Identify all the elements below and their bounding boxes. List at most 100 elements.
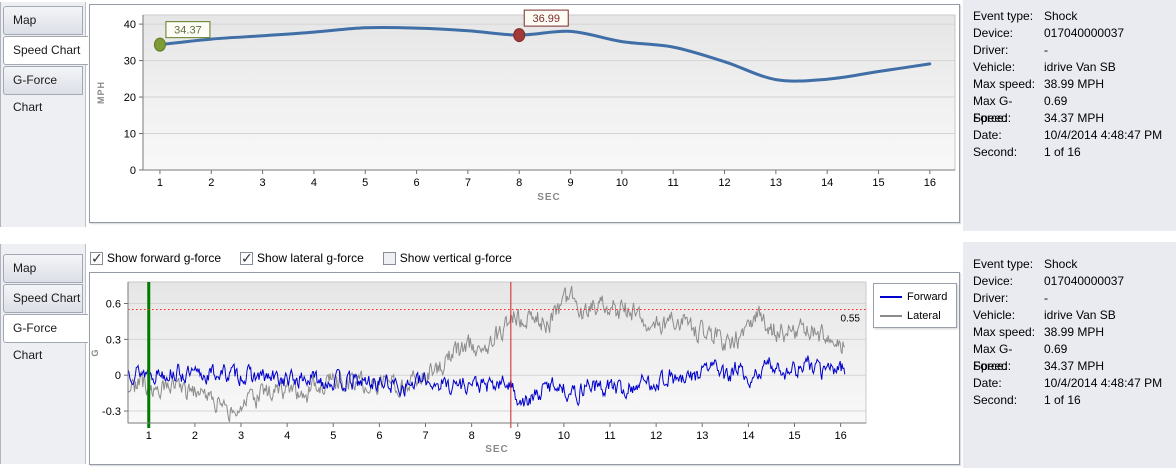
tab-gforce-chart[interactable]: G-Force Chart: [3, 66, 83, 114]
x-tick-label: 1: [146, 430, 152, 442]
forward-line-swatch: [880, 295, 902, 298]
x-tick-label: 8: [516, 177, 522, 189]
legend-label-lateral: Lateral: [907, 309, 941, 322]
info-row: Max speed: 38.99 MPH: [973, 77, 1105, 91]
x-axis-title: SEC: [537, 192, 561, 203]
marker-label: 36.99: [532, 13, 560, 25]
x-tick-label: 9: [515, 430, 521, 442]
show-vertical-gforce-checkbox[interactable]: [382, 251, 396, 265]
tab-map[interactable]: Map: [3, 254, 83, 283]
y-tick-label: 0: [115, 370, 121, 382]
x-axis-title: SEC: [485, 444, 509, 455]
y-tick-label: -0.3: [102, 406, 121, 418]
speed-chart-frame[interactable]: 0 10 20 30 40 1 2 3 4 5 6 7 8 9 10 11 12 13 14 15 16 SEC MPH 34…: [89, 4, 960, 223]
x-tick-label: 10: [558, 430, 570, 442]
gforce-chart-frame[interactable]: Forward Lateral -0.3 0 0.3 0.6 1 2 3 4 5 6 7 8 9 10 11…: [89, 272, 960, 465]
start-marker[interactable]: [153, 37, 166, 52]
x-tick-label: 5: [330, 430, 336, 442]
x-tick-label: 12: [650, 430, 662, 442]
info-row: Date: 10/4/2014 4:48:47 PM: [973, 376, 1163, 390]
lateral-gforce-line: [127, 285, 846, 422]
x-tick-label: 16: [835, 430, 847, 442]
gforce-panel-tab-strip: Map Speed Chart G-Force Chart: [0, 244, 88, 464]
info-row: Vehicle: idrive Van SB: [973, 60, 1116, 74]
checkbox-label: Show forward g-force: [107, 251, 222, 265]
info-row: Max G-Force: 0.69: [973, 342, 1068, 373]
speed-panel-tab-strip: Map Speed Chart G-Force Chart: [0, 2, 88, 227]
checkbox-label: Show lateral g-force: [257, 251, 364, 265]
x-tick-label: 4: [311, 177, 317, 189]
x-tick-label: 4: [284, 430, 290, 442]
lateral-line-swatch: [880, 314, 902, 317]
x-tick-label: 12: [718, 177, 730, 189]
y-tick-label: 0.6: [106, 299, 121, 311]
x-tick-label: 7: [465, 177, 471, 189]
info-row: Max speed: 38.99 MPH: [973, 325, 1105, 339]
info-row: Event type: Shock: [973, 9, 1078, 23]
gforce-chart[interactable]: -0.300.30.61 2 3 4 5 6 7 8 9 10 11 12 13 14 15 16SECG0.…: [90, 273, 959, 464]
info-row: Speed: 34.37 MPH: [973, 359, 1105, 373]
checkbox-label: Show vertical g-force: [399, 251, 512, 265]
speed-chart-panel: Map Speed Chart G-Force Chart 0 10 20 30 40 1…: [0, 0, 1176, 231]
speed-line: [158, 25, 932, 83]
info-row: Second: 1 of 16: [973, 393, 1081, 407]
info-row: Device: 017040000037: [973, 274, 1125, 288]
y-tick-label: 0: [130, 165, 136, 177]
plot-area[interactable]: [128, 282, 866, 423]
marker-label-box: [165, 21, 211, 39]
x-tick-label: 14: [742, 430, 754, 442]
info-row: Date: 10/4/2014 4:48:47 PM: [973, 128, 1163, 142]
marker-label: 34.37: [174, 25, 202, 37]
info-row: Second: 1 of 16: [973, 145, 1081, 159]
tab-gforce-chart[interactable]: G-Force Chart: [3, 314, 88, 362]
y-tick-label: 40: [124, 19, 136, 31]
show-lateral-gforce-checkbox[interactable]: [240, 250, 254, 267]
x-tick-label: 5: [362, 177, 368, 189]
plot-area[interactable]: [143, 15, 955, 170]
y-tick-label: 10: [124, 129, 136, 141]
tab-speed-chart[interactable]: Speed Chart: [3, 36, 88, 65]
legend-label-forward: Forward: [907, 290, 948, 303]
tab-speed-chart[interactable]: Speed Chart: [3, 284, 83, 313]
forward-gforce-line: [127, 355, 846, 407]
x-tick-label: 8: [469, 430, 475, 442]
x-tick-label: 14: [821, 177, 833, 189]
marker-label-box: [523, 9, 569, 27]
x-tick-label: 10: [616, 177, 628, 189]
x-tick-label: 2: [208, 177, 214, 189]
x-tick-label: 13: [770, 177, 782, 189]
x-tick-label: 6: [414, 177, 420, 189]
show-forward-gforce-checkbox[interactable]: [90, 250, 103, 267]
gforce-chart-panel: Map Speed Chart G-Force Chart Show forwa…: [0, 242, 1176, 468]
info-row: Driver: -: [973, 291, 1048, 305]
legend-item-lateral: Lateral: [874, 306, 956, 325]
gforce-legend: Forward Lateral: [873, 283, 957, 328]
show-lateral-gforce-option[interactable]: Show lateral g-force: [240, 250, 364, 267]
info-row: Device: 017040000037: [973, 26, 1125, 40]
info-row: Speed: 34.37 MPH: [973, 111, 1105, 125]
x-tick-label: 16: [924, 177, 936, 189]
legend-item-forward: Forward: [874, 287, 956, 306]
x-tick-label: 1: [157, 177, 163, 189]
x-tick-label: 3: [238, 430, 244, 442]
y-axis-title: G: [90, 348, 100, 356]
x-tick-label: 9: [567, 177, 573, 189]
shock-marker[interactable]: [513, 28, 526, 43]
tab-map[interactable]: Map: [3, 6, 83, 35]
x-tick-label: 3: [260, 177, 266, 189]
info-row: Event type: Shock: [973, 257, 1078, 271]
x-tick-label: 11: [604, 430, 615, 442]
show-forward-gforce-option[interactable]: Show forward g-force: [90, 250, 222, 267]
x-tick-label: 13: [696, 430, 708, 442]
show-vertical-gforce-option[interactable]: Show vertical g-force: [382, 251, 512, 265]
x-tick-label: 6: [376, 430, 382, 442]
x-tick-label: 11: [668, 177, 679, 189]
x-tick-label: 15: [788, 430, 800, 442]
x-tick-label: 2: [192, 430, 198, 442]
info-row: Driver: -: [973, 43, 1048, 57]
info-row: Max G-Force: 0.69: [973, 94, 1068, 125]
y-axis-title: MPH: [96, 81, 106, 104]
y-tick-label: 0.3: [106, 334, 121, 346]
